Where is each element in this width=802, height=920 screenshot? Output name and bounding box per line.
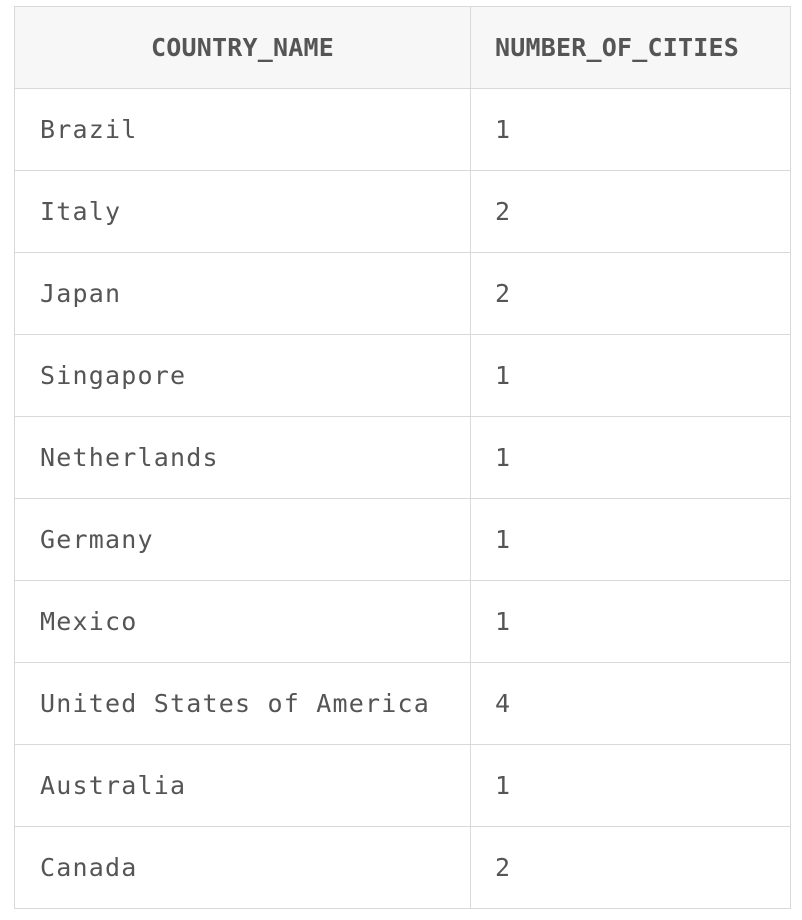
table-row[interactable]: Japan 2	[14, 252, 791, 335]
cell-number-of-cities: 2	[470, 170, 791, 253]
table-row[interactable]: Italy 2	[14, 170, 791, 253]
table-body: Brazil 1 Italy 2 Japan 2 Singapore 1 Net…	[14, 88, 791, 909]
cell-number-of-cities: 1	[470, 334, 791, 417]
cell-country-name: Mexico	[14, 580, 471, 663]
results-table: COUNTRY_NAME NUMBER_OF_CITIES Brazil 1 I…	[14, 6, 791, 909]
cell-country-name: Singapore	[14, 334, 471, 417]
cell-country-name: Canada	[14, 826, 471, 909]
cell-number-of-cities: 2	[470, 826, 791, 909]
cell-country-name: Australia	[14, 744, 471, 827]
cell-number-of-cities: 1	[470, 744, 791, 827]
table-row[interactable]: Brazil 1	[14, 88, 791, 171]
header-row: COUNTRY_NAME NUMBER_OF_CITIES	[14, 6, 791, 89]
cell-country-name: Brazil	[14, 88, 471, 171]
table-row[interactable]: Mexico 1	[14, 580, 791, 663]
column-header-country-name[interactable]: COUNTRY_NAME	[14, 6, 471, 89]
cell-country-name: United States of America	[14, 662, 471, 745]
cell-number-of-cities: 4	[470, 662, 791, 745]
cell-country-name: Germany	[14, 498, 471, 581]
cell-country-name: Netherlands	[14, 416, 471, 499]
cell-country-name: Italy	[14, 170, 471, 253]
cell-number-of-cities: 1	[470, 88, 791, 171]
cell-number-of-cities: 1	[470, 498, 791, 581]
table-header: COUNTRY_NAME NUMBER_OF_CITIES	[14, 6, 791, 89]
cell-number-of-cities: 1	[470, 580, 791, 663]
cell-number-of-cities: 2	[470, 252, 791, 335]
table-row[interactable]: Germany 1	[14, 498, 791, 581]
column-header-number-of-cities[interactable]: NUMBER_OF_CITIES	[470, 6, 791, 89]
cell-number-of-cities: 1	[470, 416, 791, 499]
table-row[interactable]: Netherlands 1	[14, 416, 791, 499]
table-row[interactable]: Singapore 1	[14, 334, 791, 417]
results-table-container: COUNTRY_NAME NUMBER_OF_CITIES Brazil 1 I…	[14, 6, 791, 909]
cell-country-name: Japan	[14, 252, 471, 335]
table-row[interactable]: Canada 2	[14, 826, 791, 909]
table-row[interactable]: United States of America 4	[14, 662, 791, 745]
table-row[interactable]: Australia 1	[14, 744, 791, 827]
